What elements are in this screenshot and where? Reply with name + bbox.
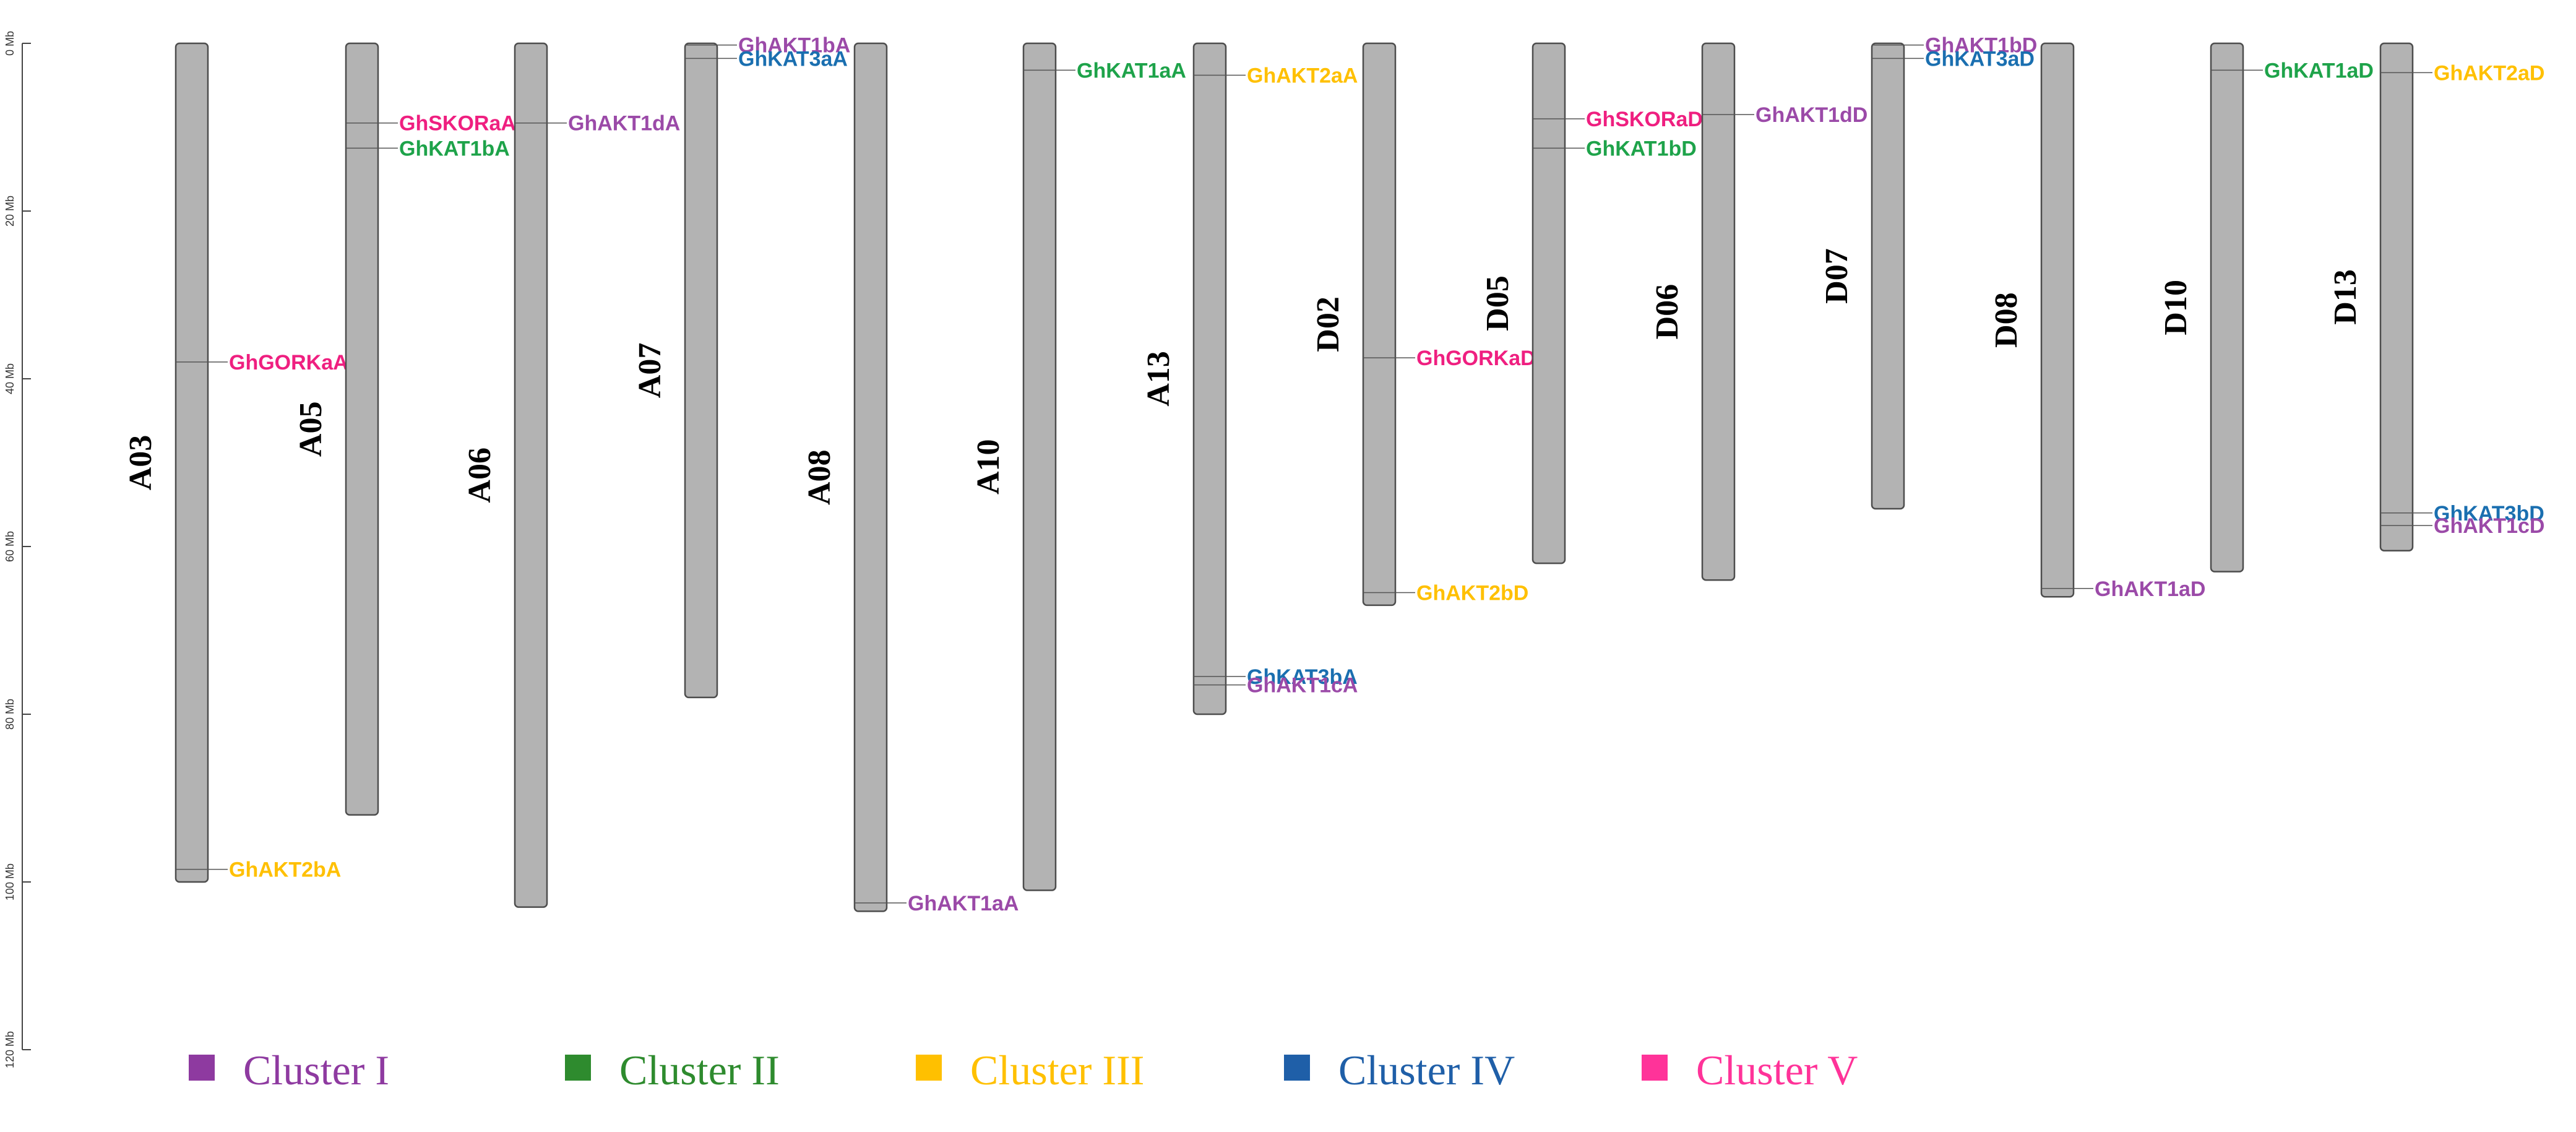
chromosome-d08: D08 GhAKT1aD <box>1989 42 2205 601</box>
chromosome-label: D08 <box>1989 292 2024 348</box>
legend-label: Cluster IV <box>1338 1047 1515 1094</box>
chromosome-label: A06 <box>462 447 498 503</box>
legend-label: Cluster V <box>1696 1047 1858 1094</box>
chromosome-label: D13 <box>2328 269 2363 325</box>
axis-tick-label: 0 Mb <box>4 31 16 56</box>
gene-label-ghgorkaa: GhGORKaA <box>229 351 348 374</box>
axis-tick-label: 120 Mb <box>4 1031 16 1068</box>
legend-swatch <box>1642 1055 1668 1081</box>
gene-label-ghkat1aa: GhKAT1aA <box>1077 59 1186 82</box>
legend-item-cluster-v: Cluster V <box>1642 1047 1858 1094</box>
gene-label-ghakt1ca: GhAKT1cA <box>1247 674 1358 698</box>
gene-label-ghakt1dd: GhAKT1dD <box>1755 103 1867 127</box>
gene-label-ghkat1bd: GhKAT1bD <box>1586 137 1697 160</box>
chromosome-label: D05 <box>1480 275 1515 331</box>
gene-label-ghakt2ad: GhAKT2aD <box>2434 61 2544 85</box>
chromosome-label: A03 <box>123 435 158 491</box>
legend-swatch <box>565 1055 591 1081</box>
axis-tick-label: 80 Mb <box>4 699 16 730</box>
legend-swatch <box>916 1055 942 1081</box>
cluster-legend: Cluster I Cluster II Cluster III Cluster IV… <box>189 1047 1858 1094</box>
legend-item-cluster-i: Cluster I <box>189 1047 389 1094</box>
gene-label-ghskoraa: GhSKORaA <box>399 112 516 136</box>
chromosome-a10: A10 GhKAT1aA <box>971 42 1186 891</box>
gene-label-ghkat3ba: GhKAT3bA <box>1247 665 1358 689</box>
chromosome-d06: D06 GhAKT1dD <box>1650 42 1867 581</box>
chromosome-bar <box>345 42 379 816</box>
chromosome-label: A07 <box>632 343 668 399</box>
gene-label-ghakt2bd: GhAKT2bD <box>1416 582 1528 605</box>
chromosome-bar <box>514 42 548 908</box>
gene-label-ghakt1aa: GhAKT1aA <box>908 892 1019 915</box>
chromosome-bar <box>1192 42 1227 715</box>
gene-label-ghgorkad: GhGORKaD <box>1416 347 1536 370</box>
gene-label-ghakt1ad: GhAKT1aD <box>2095 577 2205 601</box>
chromosome-bar <box>1531 42 1566 564</box>
chromosome-bar <box>2210 42 2244 572</box>
chromosome-label: A10 <box>971 439 1006 495</box>
gene-label-ghkat3ad: GhKAT3aD <box>1925 47 2035 71</box>
legend-item-cluster-iii: Cluster III <box>916 1047 1144 1094</box>
chromosome-a03: A03 GhGORKaA GhAKT2bA <box>123 42 348 883</box>
legend-label: Cluster I <box>243 1047 389 1094</box>
legend-label: Cluster III <box>970 1047 1144 1094</box>
chromosome-label: D02 <box>1311 296 1346 352</box>
gene-label-ghakt2ba: GhAKT2bA <box>229 858 341 882</box>
chromosome-d02: D02 GhGORKaD GhAKT2bD <box>1311 42 1536 607</box>
axis-tick-label: 20 Mb <box>4 196 16 227</box>
gene-label-ghakt1cd: GhAKT1cD <box>2434 514 2544 538</box>
chromosome-bar <box>1362 42 1397 607</box>
axis-tick-label: 100 Mb <box>4 863 16 901</box>
chromosome-d10: D10 GhKAT1aD <box>2158 42 2374 572</box>
legend-swatch <box>189 1055 215 1081</box>
axis-tick-label: 60 Mb <box>4 531 16 562</box>
gene-label-ghkat1ba: GhKAT1bA <box>399 137 510 160</box>
chromosome-bar <box>1871 42 1905 510</box>
legend-item-cluster-iv: Cluster IV <box>1284 1047 1515 1094</box>
chromosome-label: D07 <box>1819 248 1854 304</box>
chromosome-label: A05 <box>293 402 329 457</box>
gene-label-ghakt2aa: GhAKT2aA <box>1247 64 1358 87</box>
gene-label-ghakt1ba: GhAKT1bA <box>738 34 850 58</box>
gene-label-ghkat3aa: GhKAT3aA <box>738 47 848 71</box>
chromosome-bar <box>1022 42 1057 891</box>
chromosome-label: D06 <box>1650 284 1685 340</box>
legend-label: Cluster II <box>619 1047 780 1094</box>
chromosome-a08: A08 GhAKT1aA <box>802 42 1019 915</box>
legend-swatch <box>1284 1055 1310 1081</box>
chromosomes: A03GhGORKaAGhAKT2bAA05GhSKORaAGhKAT1bAA0… <box>123 34 2544 915</box>
chromosome-bar <box>853 42 888 912</box>
chromosome-label: A13 <box>1141 351 1176 407</box>
gene-label-ghakt1da: GhAKT1dA <box>568 112 680 136</box>
mb-axis: 0 Mb 20 Mb 40 Mb 60 Mb 80 Mb 100 Mb 120 Mb <box>4 31 31 1068</box>
gene-label-ghskorad: GhSKORaD <box>1586 108 1703 131</box>
gene-label-ghkat3bd: GhKAT3bD <box>2434 502 2544 525</box>
chromosome-bar <box>1701 42 1736 581</box>
legend-item-cluster-ii: Cluster II <box>565 1047 780 1094</box>
chromosome-bar <box>684 42 718 699</box>
chromosome-d05: D05 GhSKORaD GhKAT1bD <box>1480 42 1703 564</box>
axis-tick-label: 40 Mb <box>4 363 16 394</box>
gene-label-ghkat1ad: GhKAT1aD <box>2264 59 2374 82</box>
chromosome-bar <box>2379 42 2414 552</box>
chromosome-label: D10 <box>2158 280 2194 335</box>
chromosome-bar <box>2040 42 2075 598</box>
chromosome-bar <box>174 42 209 883</box>
chromosome-a06: A06 GhAKT1dA <box>462 42 680 908</box>
gene-label-ghakt1bd: GhAKT1bD <box>1925 34 2037 58</box>
chromosome-label: A08 <box>802 449 837 505</box>
